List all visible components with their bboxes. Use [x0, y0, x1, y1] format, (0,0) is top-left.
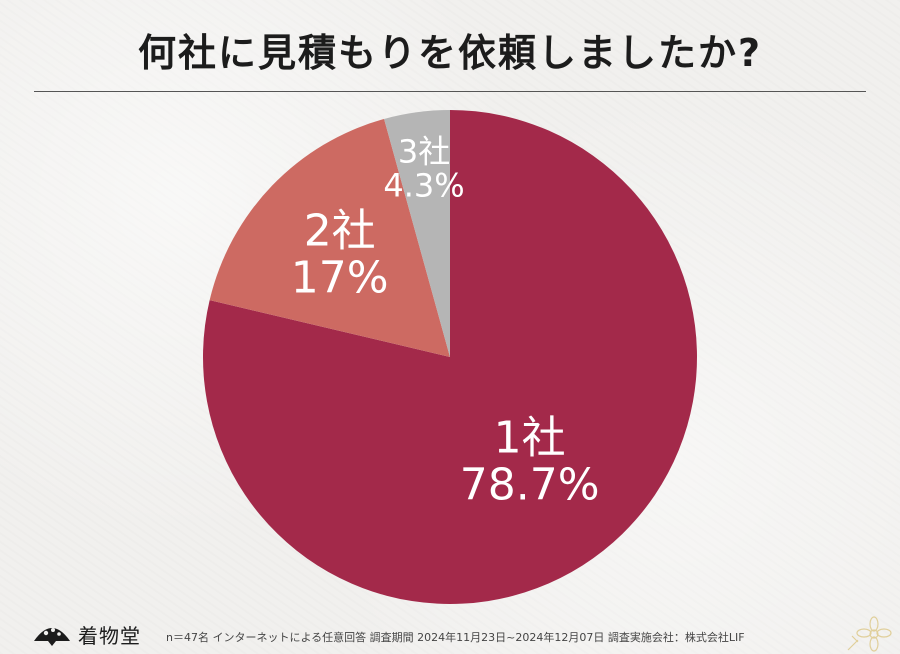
- chart-title: 何社に見積もりを依頼しましたか?: [137, 31, 763, 75]
- pie-slice-3: [384, 110, 450, 357]
- slice-percent-label: 4.3%: [383, 166, 464, 204]
- slice-category-label: 1社: [494, 412, 566, 463]
- flower-ornament-icon: [847, 616, 892, 652]
- title-divider: [34, 91, 866, 92]
- slice-percent-label: 17%: [291, 253, 389, 304]
- slice-category-label: 2社: [304, 205, 376, 256]
- fan-logo-icon: [34, 628, 70, 646]
- brand-name: 着物堂: [78, 623, 141, 648]
- slice-percent-label: 78.7%: [460, 460, 600, 511]
- pie-slice-2: [209, 118, 450, 357]
- footer-logo: 着物堂: [32, 620, 141, 648]
- survey-note: n＝47名 インターネットによる任意回答 調査期間 2024年11月23日~20…: [166, 631, 745, 644]
- slice-category-label: 3社: [398, 132, 450, 170]
